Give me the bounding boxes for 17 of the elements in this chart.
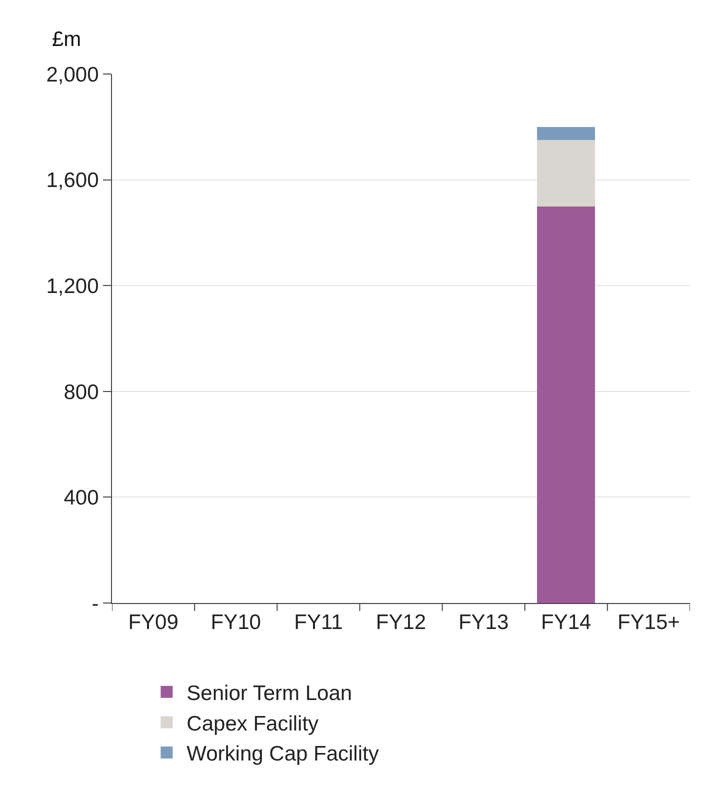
x-tick-label: FY14 [541,611,592,634]
y-tick-label: 800 [64,380,99,404]
y-axis-title: £m [52,28,82,51]
x-tick-label: FY11 [294,611,343,634]
y-tick-label: 2,000 [46,63,99,86]
legend-label: Senior Term Loan [186,682,352,706]
x-tick-label: FY09 [128,611,178,634]
x-tick-label: FY12 [376,611,426,634]
y-tick-label: 1,600 [46,169,99,192]
y-tick-label: 400 [64,486,99,510]
x-tick-label: FY10 [210,611,261,634]
x-tick-label: FY15+ [617,611,680,634]
legend-label: Capex Facility [186,712,320,736]
x-tick-label: FY13 [458,611,509,634]
y-tick-label: 1,200 [46,274,99,298]
legend-label: Working Cap Facility [186,742,380,766]
y-tick-label: - [92,592,99,616]
